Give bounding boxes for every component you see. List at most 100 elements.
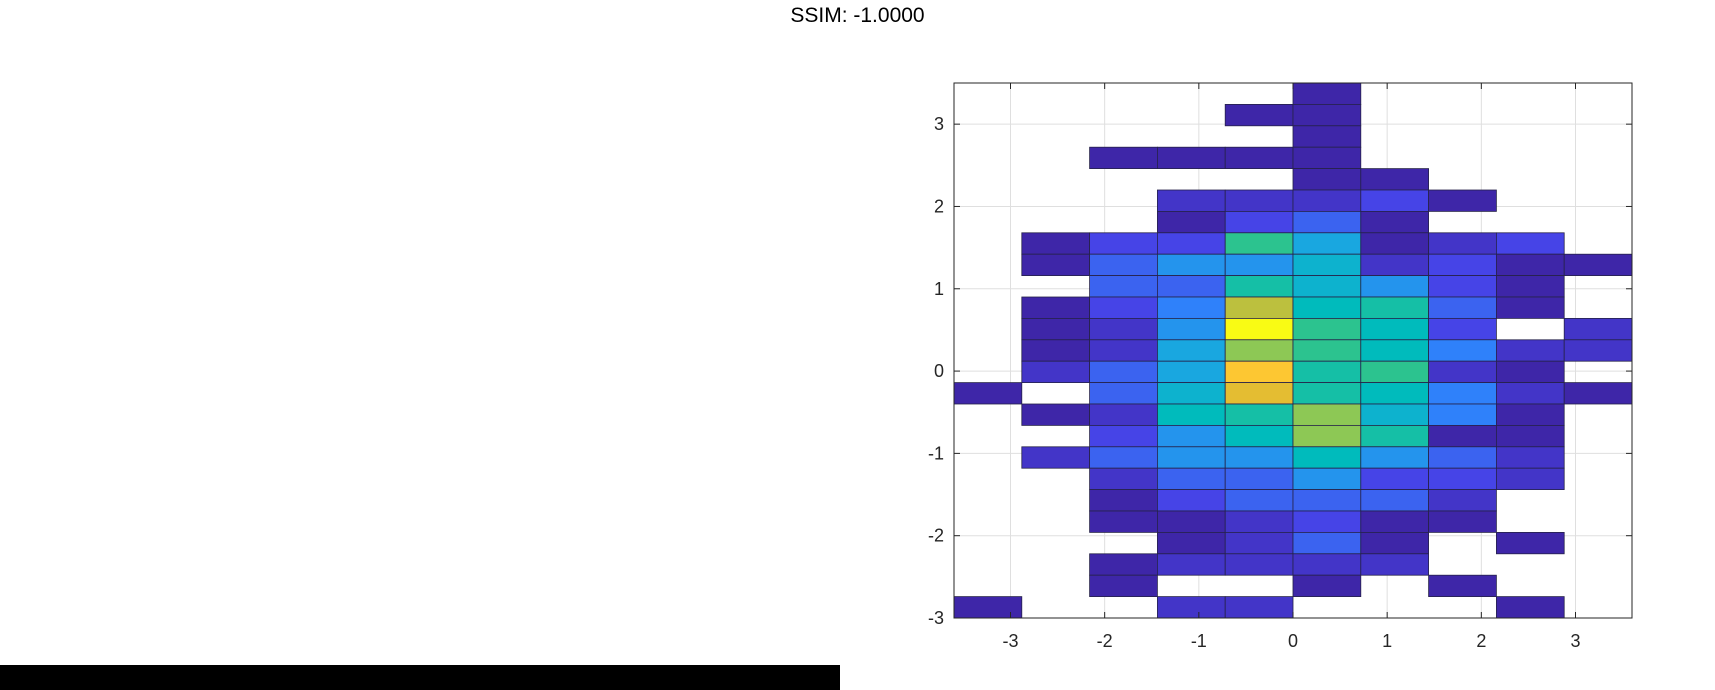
heatmap-bin	[1360, 510, 1430, 533]
x-tick-label: 0	[1288, 631, 1298, 651]
heatmap-bin	[1428, 467, 1497, 491]
heatmap-bin	[1021, 296, 1090, 319]
heatmap-bin	[1224, 446, 1294, 469]
heatmap-bin	[1224, 232, 1294, 255]
heatmap-bin	[1157, 296, 1226, 319]
heatmap-bin	[1224, 596, 1294, 619]
heatmap-bin	[1021, 446, 1090, 469]
heatmap-bin	[1428, 232, 1497, 255]
heatmap-bin	[1292, 210, 1362, 234]
heatmap-bin	[1157, 317, 1226, 341]
heatmap-bin	[1428, 510, 1497, 533]
heatmap-bin	[1360, 232, 1430, 255]
heatmap-bin	[1496, 253, 1565, 276]
heatmap-bin	[1089, 424, 1158, 448]
heatmap-bin	[1089, 275, 1158, 298]
heatmap-bin	[1089, 489, 1158, 512]
heatmap-bin	[1224, 104, 1294, 127]
heatmap-bin	[1428, 382, 1497, 405]
heatmap-bin	[1360, 296, 1430, 319]
heatmap-bin	[1224, 210, 1294, 234]
heatmap-bin	[1360, 532, 1430, 555]
heatmap-bin	[1089, 553, 1158, 576]
heatmap-bin	[1563, 253, 1633, 276]
y-tick-label: -3	[928, 608, 944, 628]
heatmap-bin	[1428, 189, 1497, 212]
heatmap-bin	[1224, 339, 1294, 362]
heatmap-bin	[1360, 317, 1430, 341]
heatmap-bin	[1563, 339, 1633, 362]
heatmap-bin	[1224, 275, 1294, 298]
heatmap-bin	[1496, 339, 1565, 362]
heatmap-bin	[1496, 424, 1565, 448]
heatmap-bin	[1496, 467, 1565, 491]
heatmap-bin	[1292, 82, 1362, 105]
heatmap-bin	[1428, 574, 1497, 598]
heatmap-bin	[1089, 253, 1158, 276]
heatmap-bin	[1089, 467, 1158, 491]
heatmap-bin	[1157, 553, 1226, 576]
heatmap-bin	[1292, 489, 1362, 512]
heatmap-bin	[1157, 596, 1226, 619]
heatmap-bin	[1428, 403, 1497, 426]
heatmap-bin	[1496, 596, 1565, 619]
heatmap-bin	[1089, 360, 1158, 384]
heatmap-bin	[1360, 467, 1430, 491]
heatmap-bin	[1292, 553, 1362, 576]
heatmap-bin	[1157, 403, 1226, 426]
heatmap-bin	[1157, 510, 1226, 533]
heatmap-bin	[1021, 232, 1090, 255]
chart-title: SSIM: -1.0000	[790, 4, 925, 27]
heatmap-bin	[1224, 467, 1294, 491]
heatmap-bin	[1224, 489, 1294, 512]
heatmap-bin	[1224, 510, 1294, 533]
heatmap-bin	[1428, 446, 1497, 469]
heatmap-bin	[1157, 253, 1226, 276]
heatmap-bin	[1157, 189, 1226, 212]
heatmap-bin	[1360, 189, 1430, 212]
heatmap-bin	[1496, 296, 1565, 319]
heatmap-bin	[1360, 424, 1430, 448]
heatmap-bin	[1089, 510, 1158, 533]
heatmap-bin	[1360, 489, 1430, 512]
heatmap-bin	[1089, 146, 1158, 169]
heatmap-bin	[1360, 253, 1430, 276]
heatmap-bin	[1224, 189, 1294, 212]
heatmap-bin	[1292, 446, 1362, 469]
x-tick-label: -3	[1002, 631, 1018, 651]
heatmap-bin	[1157, 532, 1226, 555]
heatmap-bin	[1292, 125, 1362, 148]
heatmap-bin	[1224, 296, 1294, 319]
heatmap-bin	[1157, 210, 1226, 234]
y-tick-label: 3	[934, 114, 944, 134]
heatmap-bin	[1089, 446, 1158, 469]
heatmap-bin	[1224, 553, 1294, 576]
heatmap-bin	[1292, 146, 1362, 169]
heatmap-bin	[1496, 275, 1565, 298]
heatmap-bin	[1428, 424, 1497, 448]
heatmap-bin	[1224, 532, 1294, 555]
heatmap-bin	[1292, 339, 1362, 362]
heatmap-bin	[1360, 168, 1430, 191]
heatmap-bin	[1292, 403, 1362, 426]
heatmap-bin	[1360, 403, 1430, 426]
heatmap-bin	[1157, 382, 1226, 405]
heatmap-bin	[1496, 382, 1565, 405]
heatmap-bin	[1224, 382, 1294, 405]
axes: -3 -2 -1 0 1 2 3 -3 -2 -1 0 1 2 3	[928, 82, 1633, 651]
heatmap-bin	[1157, 467, 1226, 491]
y-tick-label: 1	[934, 279, 944, 299]
heatmap-bin	[953, 596, 1023, 619]
heatmap-bin	[1292, 104, 1362, 127]
heatmap-bin	[1292, 467, 1362, 491]
heatmap-bin	[1224, 403, 1294, 426]
heatmap-bin	[1428, 317, 1497, 341]
heatmap-bin	[1089, 339, 1158, 362]
heatmap-bin	[1089, 232, 1158, 255]
x-tick-label: 2	[1476, 631, 1486, 651]
heatmap-bin	[1157, 339, 1226, 362]
heatmap-bin	[1428, 489, 1497, 512]
heatmap-bin	[1292, 296, 1362, 319]
heatmap-bin	[1563, 382, 1633, 405]
heatmap-bin	[1428, 339, 1497, 362]
